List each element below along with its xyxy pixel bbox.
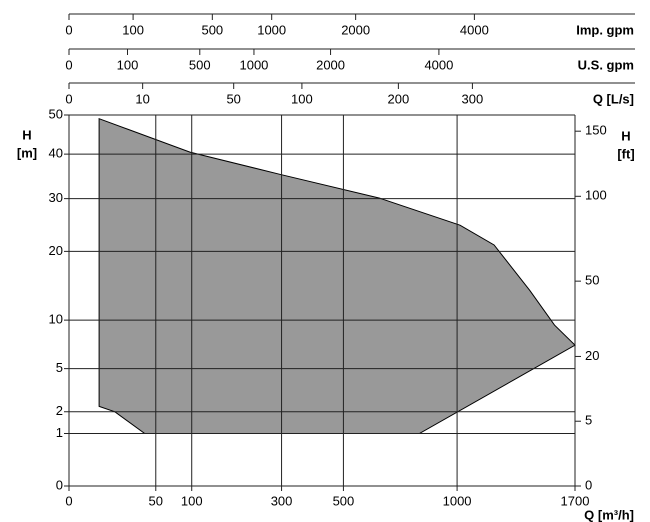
top-tick-label: 50 xyxy=(226,91,240,106)
x-tick-label: 300 xyxy=(271,493,293,508)
y2-label: [ft] xyxy=(617,146,634,161)
y-tick-label: 50 xyxy=(49,106,63,121)
top-tick-label: 0 xyxy=(65,57,72,72)
x-tick-label: 0 xyxy=(65,493,72,508)
top-tick-label: 200 xyxy=(388,91,410,106)
y-label: [m] xyxy=(17,145,37,160)
y2-tick-label: 5 xyxy=(585,413,592,428)
top-tick-label: 4000 xyxy=(460,22,489,37)
top-tick-label: 2000 xyxy=(316,57,345,72)
x-tick-label: 1000 xyxy=(443,493,472,508)
x-label: Q [m³/h] xyxy=(584,507,634,522)
y-tick-label: 5 xyxy=(56,360,63,375)
top-tick-label: 500 xyxy=(201,22,223,37)
x-tick-label: 100 xyxy=(181,493,203,508)
top-tick-label: 4000 xyxy=(424,57,453,72)
top-tick-label: 100 xyxy=(117,57,139,72)
y2-tick-label: 100 xyxy=(585,188,607,203)
y-tick-label: 1 xyxy=(56,425,63,440)
y2-tick-label: 150 xyxy=(585,123,607,138)
top-tick-label: 1000 xyxy=(257,22,286,37)
top-tick-label: 2000 xyxy=(341,22,370,37)
top-tick-label: 100 xyxy=(291,91,313,106)
top-tick-label: 100 xyxy=(122,22,144,37)
y-tick-label: 30 xyxy=(49,190,63,205)
top-tick-label: 0 xyxy=(65,91,72,106)
top-tick-label: 500 xyxy=(189,57,211,72)
operating-range xyxy=(98,117,576,434)
y2-label: H xyxy=(621,128,630,143)
top-axis-label: Imp. gpm xyxy=(576,22,634,37)
x-tick-label: 50 xyxy=(149,493,163,508)
top-axis-label: U.S. gpm xyxy=(578,57,634,72)
y-label: H xyxy=(22,127,31,142)
y2-tick-label: 0 xyxy=(585,477,592,492)
top-tick-label: 300 xyxy=(462,91,484,106)
x-tick-label: 500 xyxy=(333,493,355,508)
y-tick-label: 0 xyxy=(56,477,63,492)
top-tick-label: 10 xyxy=(135,91,149,106)
y-tick-label: 20 xyxy=(49,243,63,258)
top-axis-label: Q [L/s] xyxy=(593,91,634,106)
y-tick-label: 2 xyxy=(56,403,63,418)
y-tick-label: 40 xyxy=(49,146,63,161)
top-tick-label: 1000 xyxy=(239,57,268,72)
x-tick-label: 1700 xyxy=(561,493,590,508)
y-tick-label: 10 xyxy=(49,312,63,327)
y2-tick-label: 20 xyxy=(585,348,599,363)
top-tick-label: 0 xyxy=(65,22,72,37)
y2-tick-label: 50 xyxy=(585,273,599,288)
